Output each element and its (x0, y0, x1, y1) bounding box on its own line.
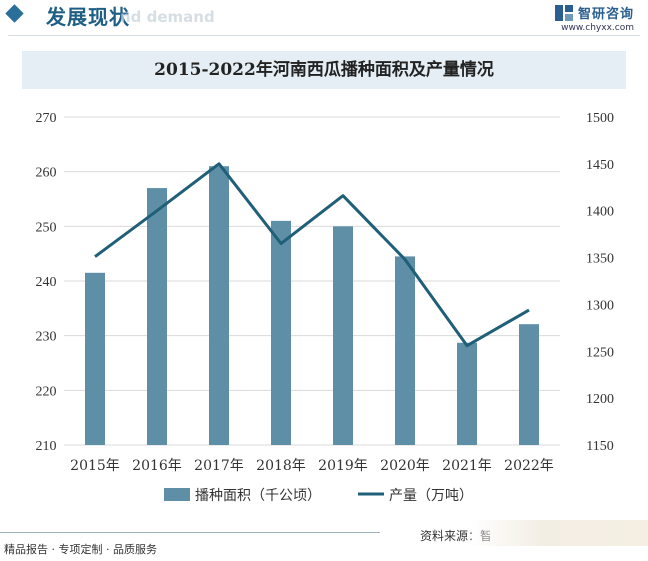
bar (395, 256, 415, 445)
right-axis-tick-label: 1200 (586, 392, 614, 407)
brand: 智研咨询 www.chyxx.com (554, 3, 634, 33)
left-axis-tick-label: 250 (36, 220, 57, 235)
left-axis-tick-label: 240 (36, 275, 57, 290)
chart: 270 260 250 240 230 220 210 1500 1450 1400 1350 130… (36, 111, 615, 504)
x-axis-tick-label: 2015年 (70, 458, 120, 474)
x-axis-tick-label: 2021年 (442, 458, 492, 474)
footer-tagline: 精品报告 · 专项定制 · 品质服务 (4, 543, 157, 556)
production-line (94, 162, 530, 348)
x-axis-tick-label: 2020年 (380, 458, 430, 474)
left-axis-tick-label: 260 (36, 166, 57, 181)
header-divider (8, 35, 640, 36)
x-axis-tick-label: 2018年 (256, 458, 306, 474)
left-axis-tick-label: 220 (36, 384, 57, 399)
section-title: 发展现状 (46, 5, 130, 29)
x-axis-tick-label: 2019年 (318, 458, 368, 474)
bar (209, 166, 229, 445)
chart-title: 2015-2022年河南西瓜播种面积及产量情况 (154, 60, 494, 80)
watermark-text: nd demand (120, 8, 215, 26)
right-axis-tick-label: 1150 (586, 439, 613, 454)
x-axis-tick-label: 2017年 (194, 458, 244, 474)
source-overlay (470, 520, 648, 546)
footer-divider (0, 532, 380, 533)
brand-logo-icon (554, 4, 573, 21)
right-axis-tick-label: 1250 (586, 345, 614, 360)
left-axis-tick-label: 270 (36, 111, 57, 126)
brand-name: 智研咨询 (577, 7, 634, 22)
brand-url: www.chyxx.com (561, 23, 634, 33)
bar (519, 324, 539, 445)
legend-bar-label: 播种面积（千公顷） (195, 488, 321, 504)
bar (333, 226, 353, 445)
header: 发展现状 nd demand 智研咨询 www.chyxx.com (0, 0, 648, 34)
bar (271, 220, 291, 445)
x-axis-tick-label: 2016年 (132, 458, 182, 474)
legend-bar-swatch (164, 488, 190, 501)
chart-title-band: 2015-2022年河南西瓜播种面积及产量情况 (22, 51, 626, 89)
left-axis-tick-label: 210 (36, 439, 57, 454)
left-axis-tick-label: 230 (36, 330, 57, 345)
right-axis-tick-label: 1500 (586, 111, 614, 126)
bar (147, 188, 167, 446)
right-axis-tick-label: 1300 (586, 298, 614, 313)
bar (457, 342, 477, 445)
bar (85, 272, 105, 445)
legend-line-label: 产量（万吨） (389, 488, 473, 504)
right-axis-tick-label: 1350 (586, 252, 614, 267)
right-axis-tick-label: 1400 (586, 205, 614, 220)
x-axis-tick-label: 2022年 (504, 458, 554, 474)
right-axis-tick-label: 1450 (586, 158, 614, 173)
